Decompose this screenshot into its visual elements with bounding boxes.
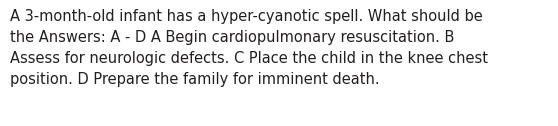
Text: A 3-month-old infant has a hyper-cyanotic spell. What should be
the Answers: A -: A 3-month-old infant has a hyper-cyanoti… xyxy=(10,9,488,87)
